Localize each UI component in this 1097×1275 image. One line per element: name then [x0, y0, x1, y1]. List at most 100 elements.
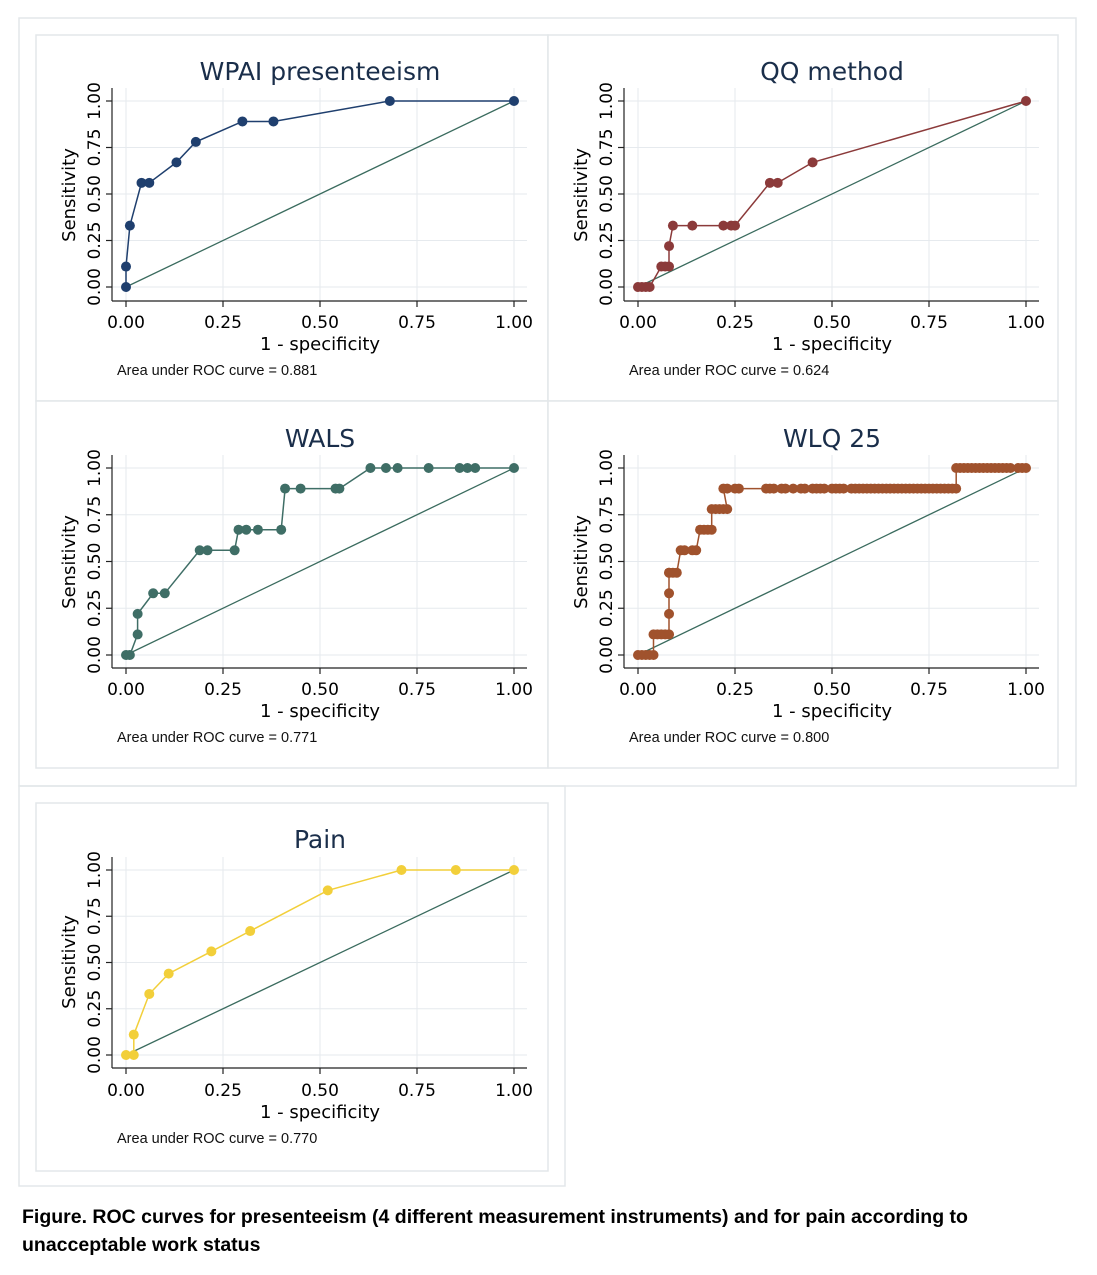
roc-point	[671, 567, 682, 578]
roc-point	[788, 483, 799, 494]
x-tick-label: 0.00	[619, 680, 657, 700]
y-tick-label: 0.00	[597, 636, 617, 674]
roc-point	[462, 463, 473, 473]
x-tick-label: 1.00	[495, 1081, 533, 1101]
x-tick-label: 0.00	[107, 1081, 145, 1101]
gridlines	[112, 455, 527, 668]
x-tick-label: 0.00	[619, 313, 657, 333]
x-axis-label: 1 - specificity	[260, 334, 380, 355]
roc-point	[148, 588, 159, 599]
panel-frame-1	[35, 34, 549, 402]
y-tick-label: 0.00	[597, 268, 617, 306]
y-tick-label: 0.50	[597, 175, 617, 213]
roc-point	[206, 946, 217, 957]
y-tick-labels: 0.00 0.25 0.50 0.75 1.00	[597, 449, 617, 674]
roc-point	[644, 282, 655, 292]
roc-point	[202, 545, 213, 556]
roc-point	[664, 629, 675, 640]
y-tick-label: 1.00	[85, 851, 105, 889]
y-tick-label: 0.50	[85, 175, 105, 213]
panel-frame-3	[35, 400, 549, 769]
auc-annotation: Area under ROC curve = 0.800	[629, 730, 829, 746]
roc-point	[470, 463, 481, 473]
x-tick-label: 0.00	[107, 313, 145, 333]
roc-point	[819, 483, 830, 494]
roc-point	[722, 504, 733, 515]
x-tick-label: 0.75	[910, 680, 948, 700]
x-tick-label: 0.25	[716, 313, 754, 333]
roc-point	[667, 220, 678, 231]
x-tick-label: 0.25	[204, 313, 242, 333]
roc-point	[730, 220, 740, 231]
roc-point	[764, 177, 775, 188]
roc-point	[838, 483, 849, 494]
y-tick-labels: 0.00 0.25 0.50 0.75 1.00	[85, 449, 105, 674]
panel-title: WALS	[285, 424, 355, 453]
y-axis-label: Sensitivity	[571, 148, 592, 242]
y-tick-label: 0.25	[85, 222, 105, 260]
panel-title: QQ method	[760, 57, 904, 86]
y-tick-label: 0.75	[597, 496, 617, 534]
roc-point	[718, 220, 729, 231]
roc-point	[245, 926, 256, 937]
roc-panel: WPAI presenteeism 0.00 0.25 0.50 0.75 1.…	[59, 57, 533, 379]
x-tick-label: 0.00	[107, 680, 145, 700]
roc-point	[128, 1050, 139, 1060]
x-tick-label: 0.50	[301, 313, 339, 333]
roc-point	[664, 241, 675, 252]
roc-figure: WPAI presenteeism 0.00 0.25 0.50 0.75 1.…	[18, 17, 1077, 1187]
y-tick-label: 0.00	[85, 268, 105, 306]
panel-title: Pain	[294, 825, 346, 854]
roc-point	[163, 968, 174, 979]
roc-point	[780, 483, 791, 494]
reference-diagonal-line	[125, 100, 515, 288]
x-tick-label: 0.50	[301, 1081, 339, 1101]
roc-point	[121, 261, 131, 272]
roc-point	[679, 545, 690, 556]
reference-diagonal-line	[125, 467, 515, 656]
y-tick-labels: 0.00 0.25 0.50 0.75 1.00	[85, 851, 105, 1074]
roc-point	[322, 885, 333, 896]
x-axis-label: 1 - specificity	[772, 334, 892, 355]
roc-point	[233, 524, 244, 535]
x-tick-label: 0.25	[204, 1081, 242, 1101]
roc-point	[423, 463, 434, 473]
auc-annotation: Area under ROC curve = 0.881	[117, 363, 317, 379]
x-tick-label: 0.50	[813, 313, 851, 333]
roc-point	[121, 1050, 131, 1060]
x-tick-labels: 0.00 0.25 0.50 0.75 1.00	[107, 680, 533, 700]
axes	[106, 857, 527, 1074]
roc-point	[190, 136, 201, 147]
y-tick-label: 1.00	[597, 82, 617, 120]
x-tick-label: 0.25	[716, 680, 754, 700]
roc-point	[951, 483, 962, 494]
auc-annotation: Area under ROC curve = 0.624	[629, 363, 829, 379]
x-tick-label: 1.00	[1007, 313, 1045, 333]
roc-point	[691, 545, 702, 556]
x-tick-label: 0.25	[204, 680, 242, 700]
x-tick-label: 0.75	[398, 313, 436, 333]
roc-point	[295, 483, 306, 494]
roc-point	[706, 524, 717, 535]
roc-point	[450, 865, 461, 875]
y-tick-label: 0.50	[85, 543, 105, 581]
y-tick-label: 0.25	[597, 589, 617, 627]
x-tick-labels: 0.00 0.25 0.50 0.75 1.00	[107, 1081, 533, 1101]
roc-point	[1005, 463, 1016, 473]
y-tick-label: 1.00	[85, 82, 105, 120]
auc-annotation: Area under ROC curve = 0.770	[117, 1131, 317, 1147]
roc-point	[171, 157, 182, 168]
x-axis-label: 1 - specificity	[260, 701, 380, 722]
y-tick-labels: 0.00 0.25 0.50 0.75 1.00	[597, 82, 617, 306]
roc-point	[252, 524, 263, 535]
roc-point	[159, 588, 170, 599]
y-tick-label: 0.00	[85, 1036, 105, 1074]
roc-point	[664, 261, 675, 272]
x-tick-label: 1.00	[495, 313, 533, 333]
y-tick-label: 0.00	[85, 636, 105, 674]
roc-point	[664, 608, 675, 619]
gridlines	[624, 88, 1039, 301]
roc-point	[807, 157, 818, 168]
panel-title: WLQ 25	[783, 424, 881, 453]
panel-frame-5	[35, 802, 549, 1172]
